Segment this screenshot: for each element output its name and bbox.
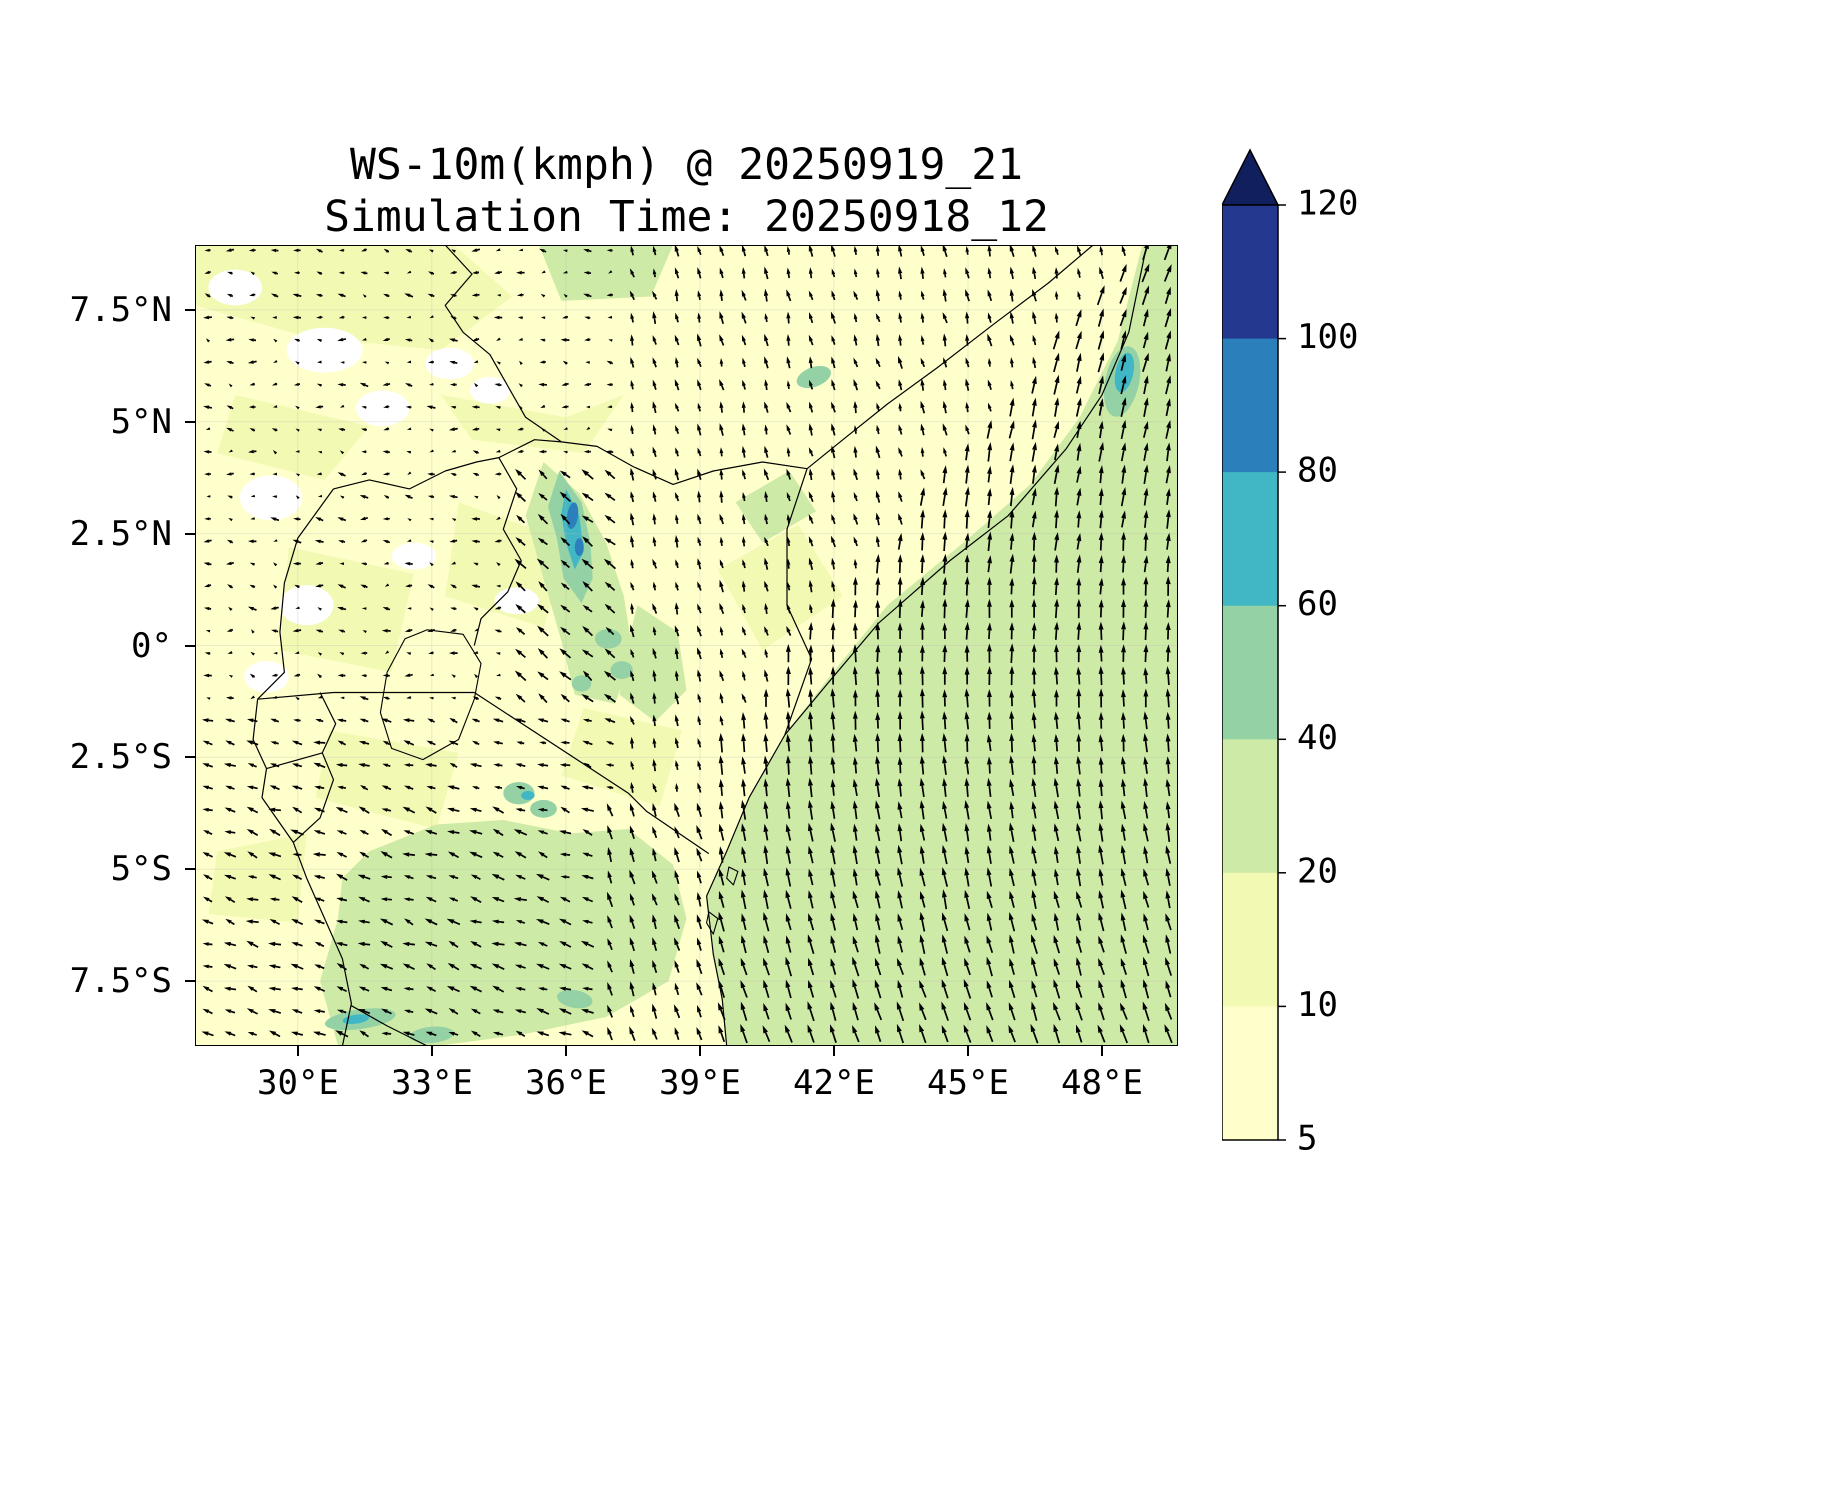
x-tick-mark xyxy=(833,1046,835,1056)
y-tick-mark xyxy=(185,421,195,423)
x-tick-mark xyxy=(431,1046,433,1056)
x-tick-mark xyxy=(565,1046,567,1056)
wind-arrows xyxy=(201,245,1173,1044)
y-tick-mark xyxy=(185,756,195,758)
y-tick-mark xyxy=(185,868,195,870)
x-tick-label: 36°E xyxy=(525,1063,607,1103)
colorbar: 120 100 80 60 40 20 10 5 xyxy=(1222,148,1358,1159)
colorbar-tick-label: 5 xyxy=(1297,1119,1317,1159)
wind-map xyxy=(195,245,1178,1046)
x-tick-label: 30°E xyxy=(257,1063,339,1103)
x-tick-label: 48°E xyxy=(1061,1063,1143,1103)
chart-subtitle: Simulation Time: 20250918_12 xyxy=(324,192,1049,242)
graticule xyxy=(195,245,1178,1046)
y-tick-label: 7.5°S xyxy=(69,961,172,1001)
y-tick-mark xyxy=(185,980,195,982)
y-tick-label: 2.5°S xyxy=(69,737,172,777)
y-tick-mark xyxy=(185,309,195,311)
x-tick-mark xyxy=(297,1046,299,1056)
map-plot-area xyxy=(195,245,1178,1046)
y-tick-label: 2.5°N xyxy=(69,514,172,554)
colorbar-tick-label: 80 xyxy=(1297,451,1338,491)
x-tick-mark xyxy=(1101,1046,1103,1056)
y-tick-label: 5°N xyxy=(110,402,172,442)
chart-title: WS-10m(kmph) @ 20250919_21 xyxy=(349,140,1024,190)
wind-speed-shading xyxy=(195,245,1178,1046)
colorbar-tick-label: 100 xyxy=(1297,317,1358,357)
colorbar-bands xyxy=(1222,204,1279,1141)
colorbar-tick-label: 60 xyxy=(1297,584,1338,624)
y-tick-label: 7.5°N xyxy=(69,290,172,330)
x-tick-label: 39°E xyxy=(659,1063,741,1103)
y-tick-label: 0° xyxy=(131,626,172,666)
x-tick-mark xyxy=(967,1046,969,1056)
y-tick-mark xyxy=(185,645,195,647)
colorbar-tick-label: 10 xyxy=(1297,985,1338,1025)
colorbar-tick-label: 120 xyxy=(1297,184,1358,224)
colorbar-extend-arrow xyxy=(1222,148,1280,206)
x-tick-label: 45°E xyxy=(927,1063,1009,1103)
x-tick-label: 42°E xyxy=(793,1063,875,1103)
colorbar-ticks: 120 100 80 60 40 20 10 5 xyxy=(1278,184,1358,1159)
country-borders xyxy=(252,245,1148,1046)
colorbar-tick-label: 40 xyxy=(1297,718,1338,758)
colorbar-tick-label: 20 xyxy=(1297,851,1338,891)
y-tick-mark xyxy=(185,533,195,535)
x-tick-label: 33°E xyxy=(391,1063,473,1103)
x-tick-mark xyxy=(699,1046,701,1056)
y-tick-label: 5°S xyxy=(110,849,172,889)
